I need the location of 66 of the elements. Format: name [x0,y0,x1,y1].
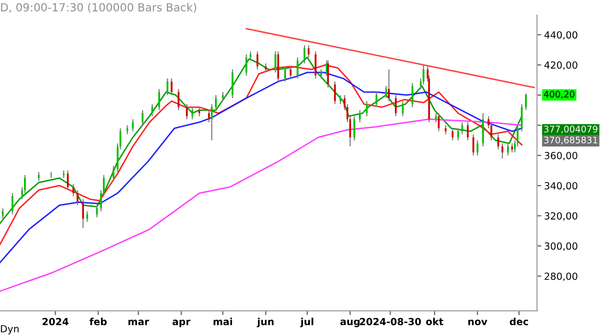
candlestick [166,78,168,96]
candlestick [334,80,336,105]
candlestick [290,66,292,80]
candlestick [50,171,52,179]
candlestick [525,93,527,111]
candlestick [340,94,342,105]
candlestick [250,50,252,61]
x-tick-label: apr [172,320,190,328]
x-tick-label: jul [300,318,314,328]
candlestick [412,82,414,108]
chart-title: D, 09:00-17:30 (100000 Bars Back) [1,2,196,13]
candlestick [457,128,460,141]
candlestick [170,78,173,96]
x-tick-label: okt [426,318,444,326]
x-tick-label: mar [128,320,150,326]
text: 400,20 [544,90,574,98]
y-tick-label: 420,00 [544,61,578,70]
candlestick [256,50,258,70]
candlestick [507,142,509,156]
text: 377,004079 [544,126,598,134]
candlestick [376,92,378,108]
candlestick [461,122,464,135]
candlestick [476,140,478,156]
candlestick [314,50,316,80]
candlestick [511,142,513,153]
x-tick-label: dec [510,318,528,326]
candlestick [320,68,322,80]
y-tick-label: 340,00 [544,182,578,190]
candlestick [232,68,234,99]
y-tick-label: 280,00 [544,272,578,281]
candlestick [482,112,484,147]
y-tick-label: 440,00 [544,31,578,40]
x-tick-label: aug [340,320,360,328]
candlestick [296,56,298,80]
x-tick-label: feb [90,318,107,326]
candlestick [502,142,504,159]
text: 370,685831 [544,136,598,144]
candlestick [112,165,114,182]
text: Dyn [0,325,19,334]
candlestick [132,118,134,132]
candlestick [72,184,74,197]
y-tick-label: 360,00 [544,152,578,160]
candlestick [191,106,194,120]
candlestick [12,192,14,215]
candlestick [96,204,98,218]
candlestick [308,44,310,58]
x-tick-label: 2024-08-30 [360,318,421,326]
candlestick [76,190,78,206]
candlestick [385,85,388,99]
candlestick [178,88,180,111]
y-tick-label: 300,00 [544,242,578,251]
candlestick [245,54,248,76]
candlestick [452,128,454,141]
x-tick-label: jun [256,318,274,328]
candlestick [284,66,286,82]
y-tick-label: 320,00 [544,212,578,221]
x-tick-label: nov [468,320,488,326]
candlestick [82,198,84,228]
candlestick [142,110,144,126]
candlestick [2,208,4,220]
x-tick-label: 2024 [42,318,68,326]
x-tick-label: mai [214,318,232,326]
candlestick [304,44,306,64]
candlestick [422,64,424,86]
candlestick [388,68,390,102]
candlestick [215,94,217,111]
